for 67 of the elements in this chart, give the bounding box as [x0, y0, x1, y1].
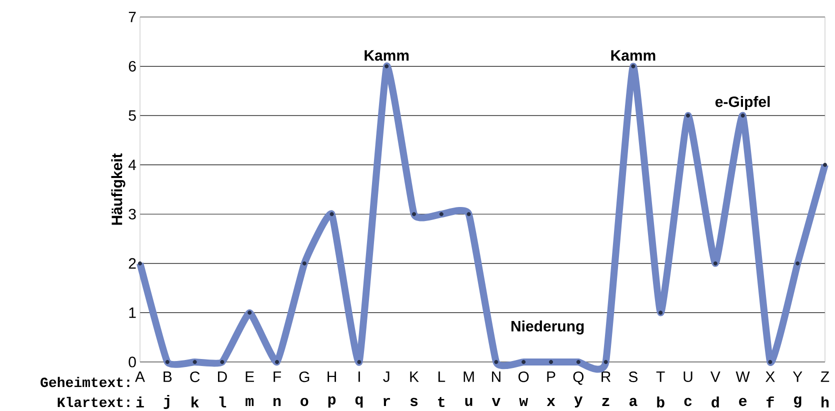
text: m — [246, 398, 254, 406]
x-tick-label: H — [328, 372, 336, 382]
x-tick-label: O — [518, 372, 529, 382]
text: x — [546, 398, 556, 406]
annotation: Niederung — [511, 320, 584, 335]
text: f — [766, 396, 774, 408]
text: Geheimtext: — [40, 376, 130, 388]
y-tick-label: 4 — [128, 160, 136, 170]
x-tick-label: L — [438, 372, 446, 382]
x-tick-label: E — [246, 372, 254, 382]
x-tick-label: A — [135, 372, 145, 382]
x-tick-label: B — [164, 372, 172, 382]
x-tick-label: Y — [792, 372, 802, 382]
x-tick-label: P — [547, 372, 556, 382]
text: d — [712, 396, 719, 408]
x-tick-label: I — [358, 372, 360, 382]
text: b — [657, 396, 664, 408]
text: n — [273, 398, 281, 406]
x-tick-label: G — [299, 372, 310, 382]
text: j — [164, 394, 170, 409]
text: k — [192, 396, 199, 408]
x-tick-label: W — [736, 372, 750, 382]
x-tick-label: R — [602, 372, 611, 382]
y-tick-label: 3 — [128, 208, 136, 220]
text: v — [492, 398, 500, 406]
x-tick-label: X — [766, 372, 775, 382]
x-tick-label: M — [464, 372, 474, 382]
x-tick-label: N — [492, 372, 500, 382]
x-tick-label: U — [684, 372, 692, 382]
text: p — [328, 396, 336, 408]
text: i — [136, 396, 144, 408]
annotation: Kamm — [611, 50, 656, 61]
x-tick-label: D — [218, 372, 227, 382]
annotation: Kamm — [364, 50, 409, 61]
y-tick-label: 2 — [128, 258, 136, 269]
text: a — [629, 398, 638, 406]
text: r — [384, 398, 390, 406]
text: l — [219, 396, 226, 408]
text: h — [822, 396, 829, 408]
y-tick-label: 7 — [128, 12, 136, 22]
text: s — [410, 398, 418, 406]
text: Klartext: — [58, 396, 130, 408]
text: w — [519, 398, 528, 406]
x-tick-label: Z — [820, 372, 830, 382]
text: z — [602, 398, 610, 406]
text: q — [355, 396, 363, 408]
annotation: e-Gipfel — [715, 96, 770, 110]
x-tick-label: S — [628, 372, 638, 382]
x-tick-label: C — [190, 372, 200, 382]
x-tick-label: K — [410, 372, 419, 382]
y-axis-title: Häufigkeit — [111, 153, 126, 225]
x-tick-label: F — [274, 372, 281, 382]
x-tick-label: J — [383, 372, 390, 382]
y-tick-label: 6 — [128, 60, 136, 72]
y-tick-label: 0 — [128, 356, 136, 368]
text: g — [794, 396, 802, 408]
x-tick-label: T — [656, 372, 665, 382]
y-tick-label: 5 — [128, 110, 136, 121]
x-tick-label: V — [710, 372, 720, 382]
x-tick-label: Q — [573, 372, 584, 385]
text: t — [438, 396, 444, 408]
text: o — [300, 398, 308, 406]
text: e — [739, 398, 747, 406]
text: y — [574, 396, 583, 408]
text: u — [465, 398, 472, 406]
y-tick-label: 1 — [129, 308, 136, 318]
text: c — [684, 398, 692, 406]
